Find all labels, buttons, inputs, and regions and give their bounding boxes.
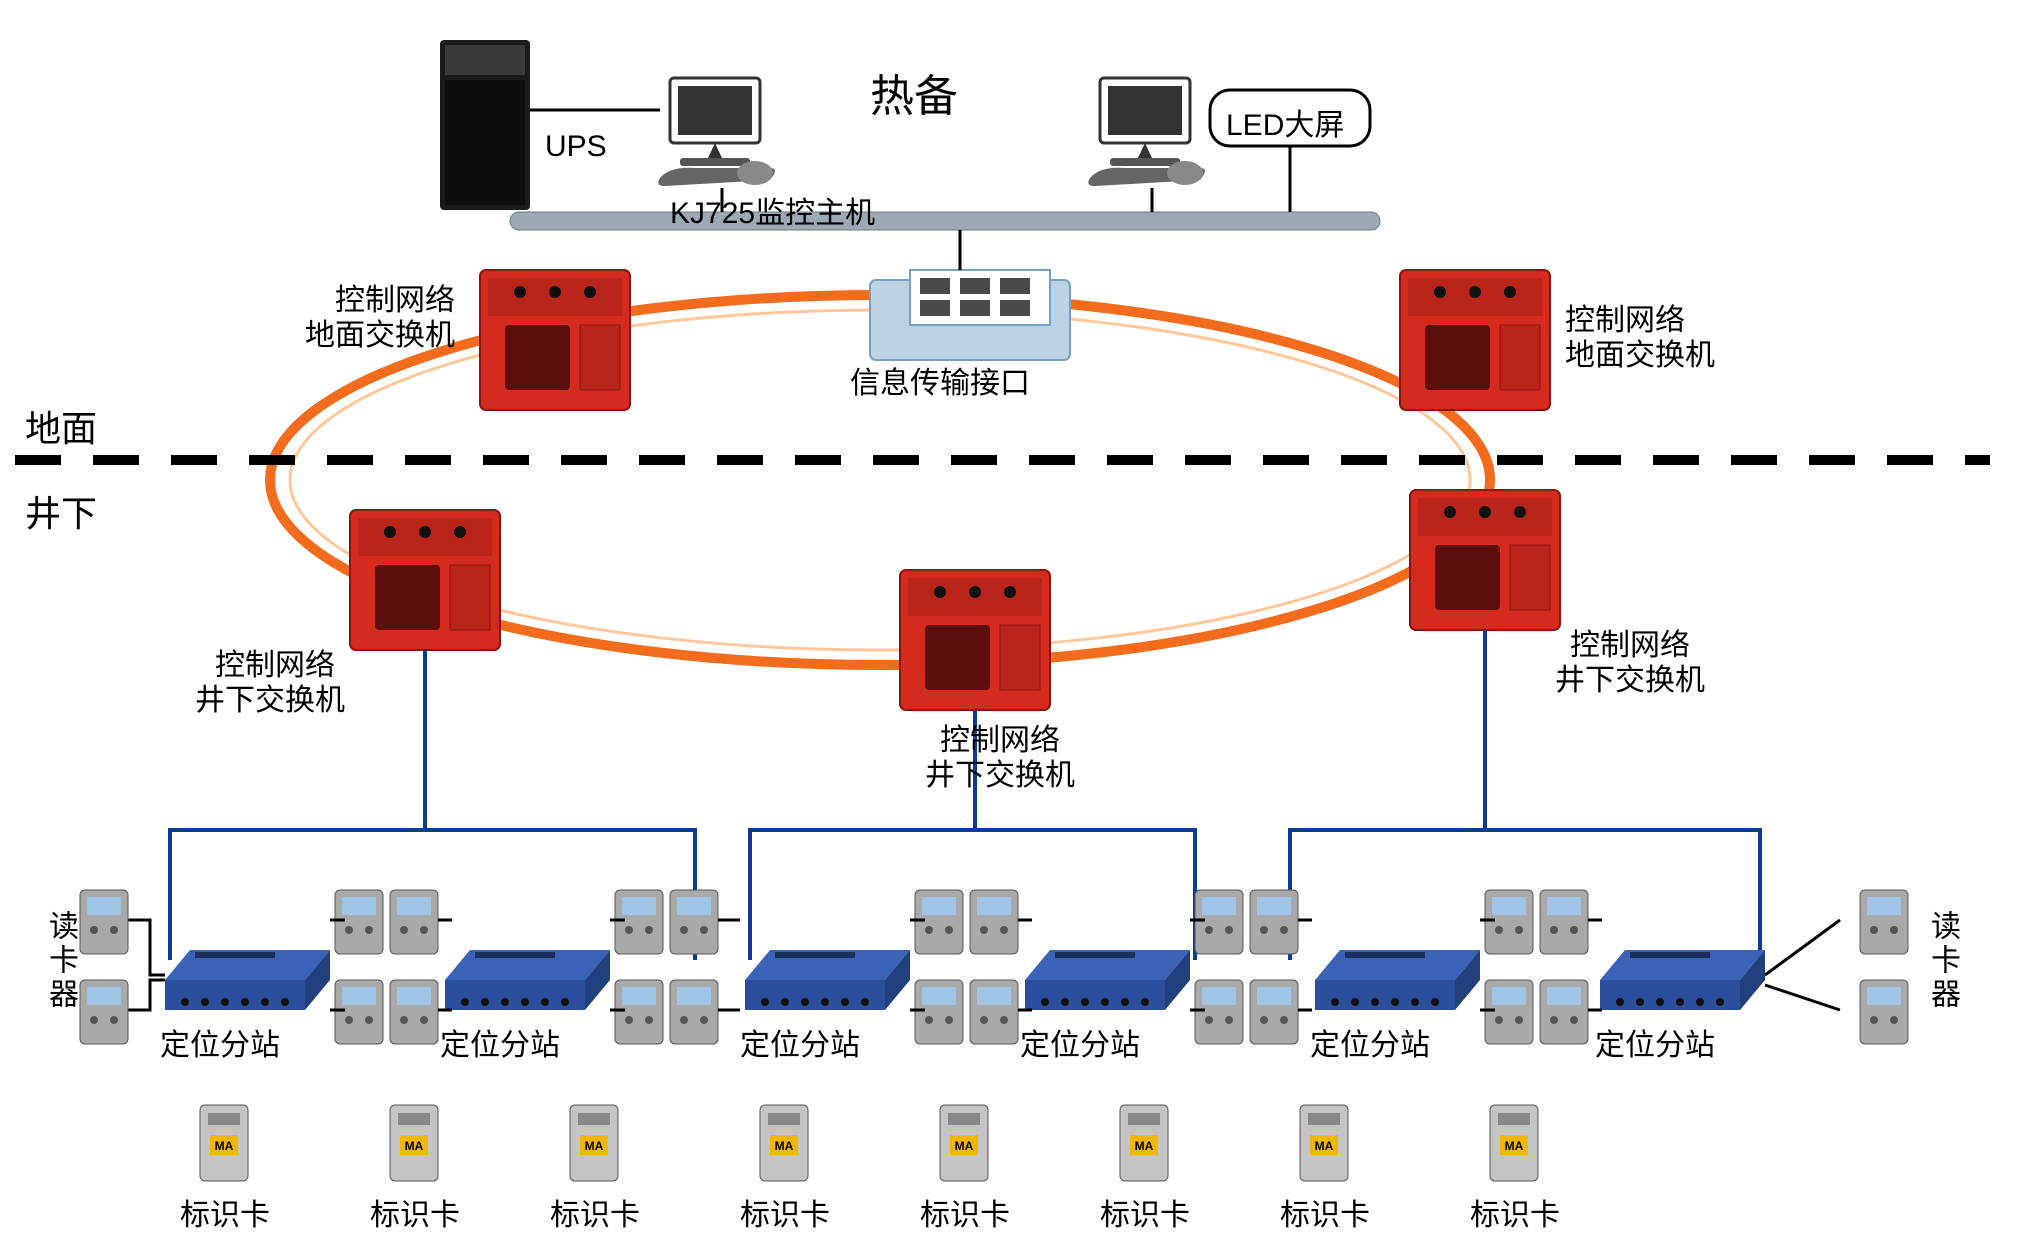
ups-icon: [440, 40, 530, 210]
surface-switch-r2: 地面交换机: [1565, 330, 1715, 374]
surface-zone-label: 地面: [25, 400, 97, 452]
bus-bar: [510, 212, 1380, 230]
id-card-icon: [940, 1105, 988, 1181]
led-screen-label: LED大屏: [1226, 100, 1344, 144]
station-label-3: 定位分站: [740, 1020, 860, 1064]
positioning-station-icon: [1025, 950, 1190, 1010]
card-label-1: 标识卡: [180, 1190, 270, 1234]
underground-switch-icon: [350, 510, 500, 650]
card-reader-icon: [80, 890, 128, 954]
ug-switch-3b: 井下交换机: [1555, 655, 1705, 699]
station-label-6: 定位分站: [1595, 1020, 1715, 1064]
station-label-1: 定位分站: [160, 1020, 280, 1064]
positioning-station-icon: [1315, 950, 1480, 1010]
surface-switch-icon: [1400, 270, 1550, 410]
positioning-station-icon: [745, 950, 910, 1010]
card-label-6: 标识卡: [1100, 1190, 1190, 1234]
positioning-station-icon: [1600, 950, 1765, 1010]
monitor-host-label: KJ725监控主机: [670, 188, 875, 232]
card-label-8: 标识卡: [1470, 1190, 1560, 1234]
station-label-2: 定位分站: [440, 1020, 560, 1064]
card-label-2: 标识卡: [370, 1190, 460, 1234]
id-card-icon: [1490, 1105, 1538, 1181]
station-wires: [128, 920, 165, 1010]
computer-icon: [658, 78, 775, 186]
station-label-4: 定位分站: [1020, 1020, 1140, 1064]
id-card-icon: [570, 1105, 618, 1181]
station-label-5: 定位分站: [1310, 1020, 1430, 1064]
card-reader-icon: [80, 980, 128, 1044]
transmission-interface-icon: [870, 270, 1070, 360]
hot-standby-label: 热备: [870, 60, 958, 124]
id-card-icon: [1120, 1105, 1168, 1181]
underground-zone-label: 井下: [25, 485, 97, 537]
surface-switch-l2: 地面交换机: [305, 310, 455, 354]
positioning-station-icon: [165, 950, 330, 1010]
card-reader-label-right: 读卡器: [1920, 910, 1964, 1012]
surface-switch-icon: [480, 270, 630, 410]
computer-icon: [1088, 78, 1205, 186]
underground-switch-icon: [1410, 490, 1560, 630]
positioning-station-icon: [445, 950, 610, 1010]
id-card-icon: [1300, 1105, 1348, 1181]
card-label-4: 标识卡: [740, 1190, 830, 1234]
card-reader-icon: [1860, 890, 1908, 954]
interface-label: 信息传输接口: [850, 358, 1030, 402]
underground-switch-icon: [900, 570, 1050, 710]
card-label-3: 标识卡: [550, 1190, 640, 1234]
card-reader-label-left: 读卡器: [38, 910, 82, 1012]
id-card-icon: [390, 1105, 438, 1181]
id-card-icon: [200, 1105, 248, 1181]
id-card-icon: [760, 1105, 808, 1181]
ug-switch-2b: 井下交换机: [925, 750, 1075, 794]
card-reader-icon: [1860, 980, 1908, 1044]
card-label-5: 标识卡: [920, 1190, 1010, 1234]
card-label-7: 标识卡: [1280, 1190, 1370, 1234]
ug-switch-1b: 井下交换机: [195, 675, 345, 719]
ups-label: UPS: [545, 130, 607, 164]
